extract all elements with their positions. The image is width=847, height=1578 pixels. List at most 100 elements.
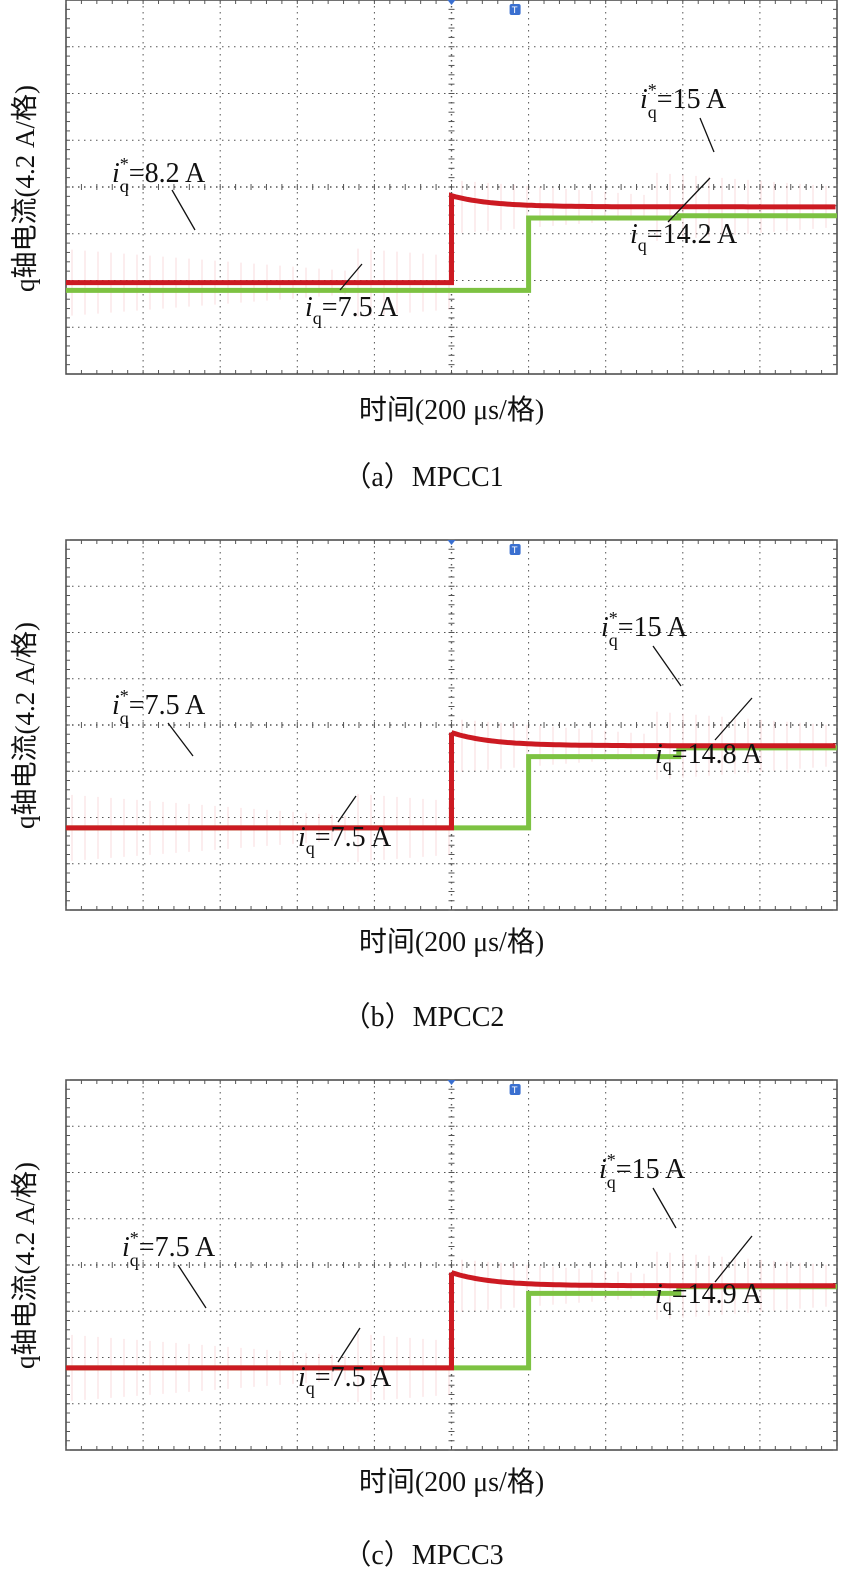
trigger-marker-glyph: T bbox=[511, 546, 518, 556]
annotation-value: =15 A bbox=[657, 84, 727, 115]
chart-caption: （c）MPCC3 bbox=[343, 1540, 504, 1571]
annotation-symbol: i bbox=[112, 690, 120, 721]
annotation-symbol: i bbox=[630, 219, 638, 250]
annotation-superscript: * bbox=[648, 80, 657, 100]
annotation-superscript: * bbox=[609, 608, 618, 628]
series-iq-reference bbox=[66, 1270, 836, 1371]
annotation-leader-line bbox=[714, 1235, 753, 1283]
annotation-label: iq=14.9 A bbox=[655, 1279, 763, 1315]
annotation-iq-before: iq=7.5 A bbox=[298, 795, 392, 858]
series-iq-actual bbox=[66, 213, 837, 293]
y-axis-label-text: q轴电流(4.2 A/格) bbox=[9, 84, 40, 292]
series-iq-reference bbox=[66, 730, 836, 831]
annotation-leader-line bbox=[699, 117, 715, 153]
annotation-value: =14.8 A bbox=[672, 739, 763, 770]
annotation-leader-line bbox=[339, 263, 363, 291]
annotation-iq-after: iq=14.9 A bbox=[655, 1235, 763, 1315]
annotation-label: i* q=7.5 A bbox=[122, 1228, 216, 1270]
annotation-value: =15 A bbox=[616, 1154, 686, 1185]
annotation-value: =7.5 A bbox=[315, 822, 392, 853]
annotation-subscript: q bbox=[648, 102, 657, 122]
trigger-marker-icon bbox=[509, 4, 521, 15]
annotation-label: i* q=8.2 A bbox=[112, 154, 206, 196]
annotation-subscript: q bbox=[607, 1172, 616, 1192]
y-axis-label-text: q轴电流(4.2 A/格) bbox=[9, 621, 40, 829]
annotation-label: i* q=15 A bbox=[599, 1150, 686, 1192]
annotation-symbol: i bbox=[599, 1154, 607, 1185]
annotation-leader-line bbox=[652, 1187, 677, 1229]
annotation-iq-ref-after: i* q=15 A bbox=[601, 608, 688, 687]
annotation-value: =14.2 A bbox=[647, 219, 738, 250]
annotation-leader-line bbox=[337, 795, 357, 823]
annotation-label: iq=7.5 A bbox=[298, 822, 392, 858]
x-axis-label: 时间(200 μs/格) bbox=[358, 1467, 545, 1498]
annotation-label: iq=7.5 A bbox=[298, 1362, 392, 1398]
minor-ticks bbox=[65, 0, 838, 374]
annotation-iq-after: iq=14.2 A bbox=[630, 177, 738, 255]
annotation-value: =7.5 A bbox=[322, 292, 399, 323]
annotation-iq-ref-after: i* q=15 A bbox=[640, 80, 727, 153]
trigger-marker-icon bbox=[509, 544, 521, 555]
annotation-iq-ref-before: i* q=7.5 A bbox=[122, 1228, 216, 1309]
annotation-label: iq=7.5 A bbox=[305, 292, 399, 328]
series-iq-reference bbox=[66, 192, 836, 286]
annotation-symbol: i bbox=[640, 84, 648, 115]
switching-noise bbox=[71, 1251, 827, 1402]
oscilloscope-plot: Ti* q=7.5 Aiq=7.5 Ai* q=15 Aiq=14.9 A bbox=[65, 1079, 838, 1451]
y-axis-label: q轴电流(4.2 A/格) bbox=[2, 1080, 42, 1450]
x-axis-label: 时间(200 μs/格) bbox=[358, 395, 545, 426]
annotation-iq-before: iq=7.5 A bbox=[298, 1327, 392, 1398]
annotation-subscript: q bbox=[306, 1378, 315, 1398]
annotation-value: =14.9 A bbox=[672, 1279, 763, 1310]
annotation-value: =7.5 A bbox=[315, 1362, 392, 1393]
annotation-symbol: i bbox=[298, 822, 306, 853]
annotation-symbol: i bbox=[655, 1279, 663, 1310]
annotation-subscript: q bbox=[313, 308, 322, 328]
annotation-subscript: q bbox=[130, 1250, 139, 1270]
annotation-leader-line bbox=[667, 177, 711, 223]
annotation-iq-before: iq=7.5 A bbox=[305, 263, 399, 328]
annotation-value: =7.5 A bbox=[129, 690, 206, 721]
trigger-position-marker bbox=[447, 0, 456, 5]
annotation-iq-ref-before: i* q=7.5 A bbox=[112, 686, 206, 757]
annotation-symbol: i bbox=[122, 1232, 130, 1263]
y-axis-label-text: q轴电流(4.2 A/格) bbox=[9, 1161, 40, 1369]
annotation-superscript: * bbox=[120, 686, 129, 706]
y-axis-label: q轴电流(4.2 A/格) bbox=[2, 0, 42, 376]
annotation-label: iq=14.8 A bbox=[655, 739, 763, 775]
annotation-iq-after: iq=14.8 A bbox=[655, 697, 763, 775]
annotation-subscript: q bbox=[609, 630, 618, 650]
oscilloscope-plot: Ti* q=7.5 Aiq=7.5 Ai* q=15 Aiq=14.8 A bbox=[65, 539, 838, 911]
annotation-label: i* q=15 A bbox=[640, 80, 727, 122]
annotation-subscript: q bbox=[120, 176, 129, 196]
chart-caption: （b）MPCC2 bbox=[342, 1002, 505, 1033]
annotation-value: =7.5 A bbox=[139, 1232, 216, 1263]
annotation-symbol: i bbox=[298, 1362, 306, 1393]
chart-caption: （a）MPCC1 bbox=[343, 462, 504, 493]
annotation-subscript: q bbox=[663, 755, 672, 775]
annotation-superscript: * bbox=[130, 1228, 139, 1248]
annotation-label: iq=14.2 A bbox=[630, 219, 738, 255]
annotation-value: =15 A bbox=[618, 612, 688, 643]
annotation-superscript: * bbox=[120, 154, 129, 174]
annotation-value: =8.2 A bbox=[129, 158, 206, 189]
annotation-superscript: * bbox=[607, 1150, 616, 1170]
annotation-symbol: i bbox=[655, 739, 663, 770]
annotation-symbol: i bbox=[305, 292, 313, 323]
annotation-leader-line bbox=[171, 189, 196, 231]
trigger-marker-glyph: T bbox=[511, 1086, 518, 1096]
trigger-marker-icon bbox=[509, 1084, 521, 1095]
annotation-leader-line bbox=[714, 697, 753, 741]
x-axis-label: 时间(200 μs/格) bbox=[358, 927, 545, 958]
trigger-position-marker bbox=[447, 1080, 456, 1085]
annotation-symbol: i bbox=[112, 158, 120, 189]
trigger-marker-glyph: T bbox=[511, 6, 518, 16]
annotation-leader-line bbox=[337, 1327, 361, 1363]
annotation-subscript: q bbox=[120, 708, 129, 728]
annotation-iq-ref-before: i* q=8.2 A bbox=[112, 154, 206, 231]
annotation-subscript: q bbox=[306, 838, 315, 858]
annotation-iq-ref-after: i* q=15 A bbox=[599, 1150, 686, 1229]
